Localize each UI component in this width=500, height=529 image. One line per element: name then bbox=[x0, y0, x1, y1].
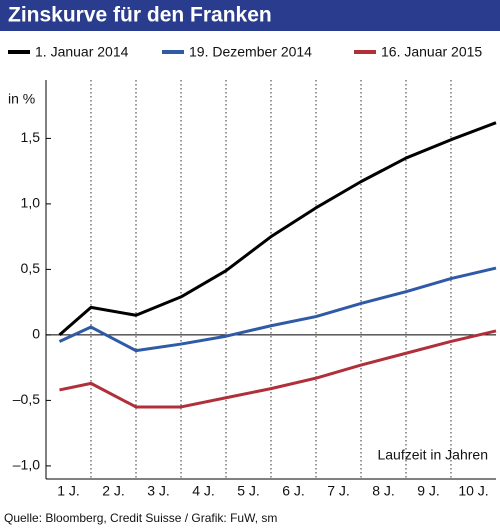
series-line bbox=[59, 329, 497, 409]
source: Quelle: Bloomberg, Credit Suisse / Grafi… bbox=[4, 511, 277, 525]
chart-title: Zinskurve für den Franken bbox=[8, 4, 272, 27]
x-tick-label: 10 J. bbox=[458, 483, 488, 499]
x-tick-label: 1 J. bbox=[57, 483, 80, 499]
x-tick-label: 7 J. bbox=[327, 483, 350, 499]
y-tick-label: 1,0 bbox=[21, 195, 41, 211]
series-line bbox=[58, 266, 497, 353]
legend-label: 19. Dezember 2014 bbox=[189, 44, 312, 60]
y-tick-label: 0 bbox=[32, 326, 40, 342]
series-line bbox=[58, 121, 497, 337]
title-bar bbox=[0, 0, 500, 31]
legend-label: 1. Januar 2014 bbox=[35, 44, 129, 60]
x-tick-label: 8 J. bbox=[372, 483, 395, 499]
y-tick-label: 0,5 bbox=[21, 260, 41, 276]
y-axis-label: in % bbox=[8, 91, 35, 107]
x-tick-label: 9 J. bbox=[417, 483, 440, 499]
legend-label: 16. Januar 2015 bbox=[381, 44, 482, 60]
x-tick-label: 2 J. bbox=[102, 483, 125, 499]
x-tick-label: 6 J. bbox=[282, 483, 305, 499]
y-tick-label: –1,0 bbox=[13, 457, 40, 473]
y-tick-label: –0,5 bbox=[13, 391, 40, 407]
y-tick-label: 1,5 bbox=[21, 129, 41, 145]
x-tick-label: 5 J. bbox=[237, 483, 260, 499]
x-tick-label: 4 J. bbox=[192, 483, 215, 499]
x-tick-label: 3 J. bbox=[147, 483, 170, 499]
x-axis-label: Laufzeit in Jahren bbox=[377, 447, 488, 463]
